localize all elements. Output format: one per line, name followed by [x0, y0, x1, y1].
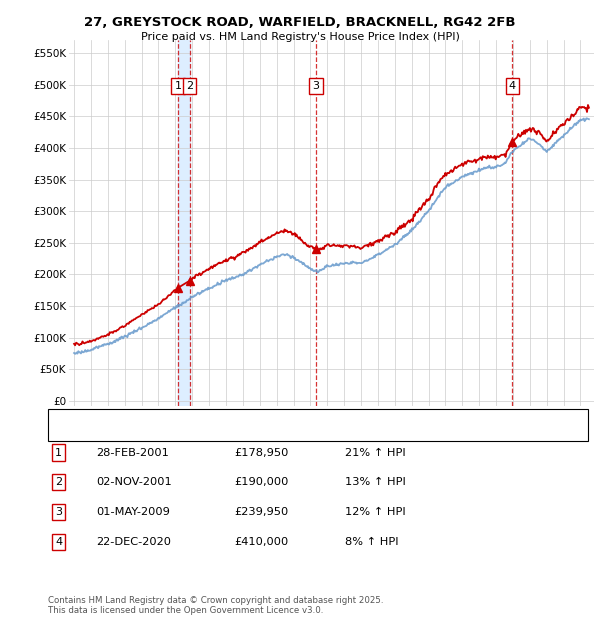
- Text: 3: 3: [55, 507, 62, 517]
- Text: 27, GREYSTOCK ROAD, WARFIELD, BRACKNELL, RG42 2FB (semi-detached house): 27, GREYSTOCK ROAD, WARFIELD, BRACKNELL,…: [93, 413, 500, 423]
- Text: Price paid vs. HM Land Registry's House Price Index (HPI): Price paid vs. HM Land Registry's House …: [140, 32, 460, 42]
- Text: 2: 2: [186, 81, 193, 91]
- Text: 22-DEC-2020: 22-DEC-2020: [96, 537, 171, 547]
- Text: £239,950: £239,950: [234, 507, 288, 517]
- Text: £190,000: £190,000: [234, 477, 289, 487]
- Text: 02-NOV-2001: 02-NOV-2001: [96, 477, 172, 487]
- Text: £178,950: £178,950: [234, 448, 289, 458]
- Text: 3: 3: [313, 81, 319, 91]
- Text: £410,000: £410,000: [234, 537, 288, 547]
- Text: 1: 1: [175, 81, 182, 91]
- Text: 4: 4: [55, 537, 62, 547]
- Text: 01-MAY-2009: 01-MAY-2009: [96, 507, 170, 517]
- Text: 13% ↑ HPI: 13% ↑ HPI: [345, 477, 406, 487]
- Text: 4: 4: [509, 81, 516, 91]
- Bar: [178, 40, 190, 406]
- Text: 27, GREYSTOCK ROAD, WARFIELD, BRACKNELL, RG42 2FB: 27, GREYSTOCK ROAD, WARFIELD, BRACKNELL,…: [84, 16, 516, 29]
- Text: 1: 1: [55, 448, 62, 458]
- Text: 8% ↑ HPI: 8% ↑ HPI: [345, 537, 398, 547]
- Text: Contains HM Land Registry data © Crown copyright and database right 2025.
This d: Contains HM Land Registry data © Crown c…: [48, 596, 383, 615]
- Text: ——: ——: [63, 426, 88, 439]
- Text: 12% ↑ HPI: 12% ↑ HPI: [345, 507, 406, 517]
- Text: HPI: Average price, semi-detached house, Bracknell Forest: HPI: Average price, semi-detached house,…: [93, 427, 385, 438]
- Text: 2: 2: [55, 477, 62, 487]
- Text: 28-FEB-2001: 28-FEB-2001: [96, 448, 169, 458]
- Text: 21% ↑ HPI: 21% ↑ HPI: [345, 448, 406, 458]
- Text: ——: ——: [63, 412, 88, 425]
